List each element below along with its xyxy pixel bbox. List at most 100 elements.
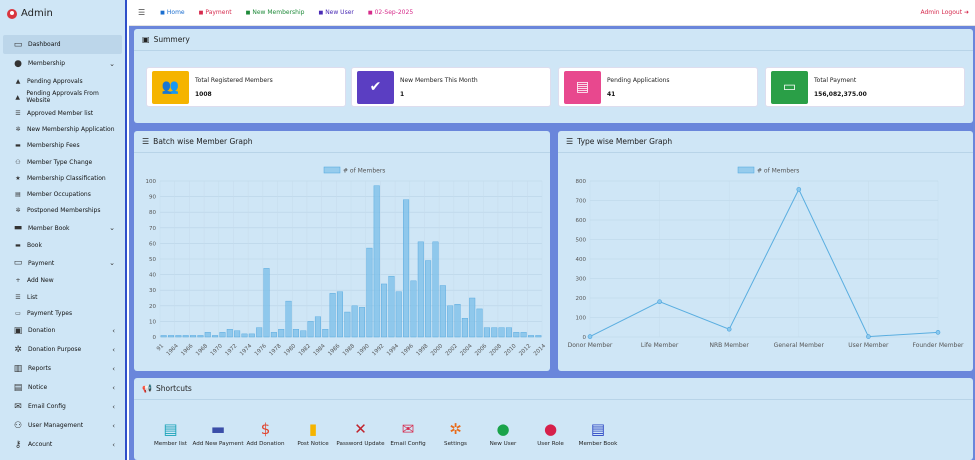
sidebar-item-donation[interactable]: ▣ Donation ‹ [0, 321, 125, 340]
summary-title: ▣ Summery [134, 29, 973, 51]
bar [527, 335, 534, 338]
y-tick-label: 40 [149, 273, 156, 279]
x-tick-label: 1970 [210, 343, 224, 357]
chevron-left-icon: ‹ [112, 364, 115, 373]
data-point [935, 330, 941, 335]
notice-icon: ▤ [13, 382, 23, 393]
shortcut-email-config[interactable]: ✉ Email Config [385, 419, 432, 447]
topnav-calendar-link[interactable]: ■ 02-Sep-2025 [367, 9, 414, 16]
shortcuts-panel: 📢 Shortcuts ▤ Member list ▬ Add New Payment… [134, 378, 973, 460]
payment-card-icon: ▭ [771, 70, 808, 104]
sidebar-item-label: Approved Member list [27, 109, 94, 117]
bar [234, 330, 241, 338]
shortcut-member-list[interactable]: ▤ Member list [147, 419, 194, 447]
stat-card[interactable]: ▤ Pending Applications 41 [558, 67, 758, 107]
bar [292, 328, 299, 338]
sidebar-item-pending-approvals-from-website[interactable]: ▲ Pending Approvals From Website [0, 89, 125, 105]
sidebar-item-member-type-change[interactable]: ⚇ Member Type Change [0, 154, 125, 170]
sidebar-item-payment-types[interactable]: ▭ Payment Types [0, 305, 125, 321]
y-tick-label: 300 [576, 277, 587, 283]
shortcut-new-user[interactable]: ● New User [480, 419, 527, 447]
sidebar-item-member-book[interactable]: ▬ Member Book ⌄ [0, 219, 125, 238]
topnav-home-link[interactable]: ■ Home [160, 9, 185, 16]
bar [256, 327, 263, 338]
sidebar-item-dashboard[interactable]: ▭ Dashboard [3, 35, 122, 54]
stat-card[interactable]: ✔ New Members This Month 1 [351, 67, 551, 107]
shortcut-label: User Role [537, 441, 564, 447]
x-tick-label: 1984 [313, 343, 327, 357]
topnav-user-plus-link[interactable]: ■ New Membership [245, 9, 305, 16]
users-icon: ⚇ [13, 420, 23, 431]
bar [197, 335, 204, 338]
data-point [587, 334, 593, 339]
shortcut-member-book[interactable]: ▤ Member Book [575, 419, 622, 447]
bar [175, 335, 182, 338]
warning-icon: ▲ [15, 93, 20, 101]
sidebar-item-add-new[interactable]: + Add New [0, 273, 125, 289]
sidebar-item-member-occupations[interactable]: ▤ Member Occupations [0, 186, 125, 202]
topnav-card-link[interactable]: ■ Payment [198, 9, 232, 16]
bar [373, 185, 380, 338]
shortcut-user-role[interactable]: ● User Role [527, 419, 574, 447]
user-icon: ■ [318, 9, 324, 16]
legend-swatch [323, 166, 341, 174]
sidebar-item-user-management[interactable]: ⚇ User Management ‹ [0, 416, 125, 435]
sidebar-item-list[interactable]: ☰ List [0, 289, 125, 305]
sidebar-item-membership[interactable]: ● Membership ⌄ [0, 54, 125, 73]
topnav-user-link[interactable]: ■ New User [318, 9, 354, 16]
logout-link[interactable]: Admin Logout ➜ [920, 9, 969, 16]
stat-value: 41 [607, 90, 616, 98]
shortcut-add-new-payment[interactable]: ▬ Add New Payment [192, 419, 243, 447]
sidebar-item-book[interactable]: ▬ Book [0, 238, 125, 254]
sidebar-item-payment[interactable]: ▭ Payment ⌄ [0, 254, 125, 273]
sidebar-item-account[interactable]: ⚷ Account ‹ [0, 435, 125, 454]
sidebar-item-donation-purpose[interactable]: ✲ Donation Purpose ‹ [0, 340, 125, 359]
gear-icon: ✲ [449, 420, 462, 438]
sidebar-item-label: Notice [28, 384, 48, 392]
shortcut-post-notice[interactable]: ▮ Post Notice [290, 419, 337, 447]
sidebar-item-label: Postponed Memberships [27, 207, 101, 215]
sidebar-item-notice[interactable]: ▤ Notice ‹ [0, 378, 125, 397]
card-icon: ▭ [13, 258, 23, 269]
x-tick-label: 2010 [504, 343, 518, 357]
x-tick-label: 1986 [327, 343, 341, 357]
summary-panel: ▣ Summery 👥 Total Registered Members 1008 ✔… [134, 29, 973, 123]
shortcut-password-update[interactable]: ✕ Password Update [336, 419, 384, 447]
sidebar-item-reports[interactable]: ▥ Reports ‹ [0, 359, 125, 378]
hamburger-menu-icon[interactable]: ☰ [138, 8, 146, 17]
stat-label: New Members This Month [400, 76, 478, 84]
sidebar-item-approved-member-list[interactable]: ☰ Approved Member list [0, 105, 125, 121]
top-navbar: ☰ ■ Home ■ Payment ■ New Membership ■ New User ■… [129, 0, 975, 26]
x-tick-label: 2014 [533, 343, 547, 357]
megaphone-icon: 📢 [142, 384, 152, 393]
sidebar-item-email-config[interactable]: ✉ Email Config ‹ [0, 397, 125, 416]
bar [417, 241, 424, 338]
sidebar-item-new-membership-application[interactable]: ✲ New Membership Application [0, 122, 125, 138]
sidebar-item-postponed-memberships[interactable]: ✲ Postponed Memberships [0, 203, 125, 219]
warning-icon: ▲ [15, 77, 21, 85]
bar [270, 332, 277, 338]
shortcut-label: Member list [153, 441, 187, 447]
sidebar-item-membership-classification[interactable]: ★ Membership Classification [0, 170, 125, 186]
card-icon: ■ [198, 9, 204, 16]
bar [491, 327, 498, 338]
bar [403, 199, 410, 338]
y-tick-label: 90 [149, 195, 156, 201]
bar [336, 291, 343, 338]
brand[interactable]: Admin [0, 0, 125, 27]
x-tick-label: 1994 [386, 343, 400, 357]
shortcut-label: Settings [444, 441, 467, 447]
stat-label: Total Payment [814, 76, 857, 84]
stat-card[interactable]: ▭ Total Payment 156,082,375.00 [765, 67, 965, 107]
sidebar-item-label: Membership [28, 60, 66, 67]
bar [351, 305, 358, 338]
sidebar-item-membership-fees[interactable]: ▬ Membership Fees [0, 138, 125, 154]
sidebar-item-pending-approvals[interactable]: ▲ Pending Approvals [0, 73, 125, 89]
shortcut-add-donation[interactable]: $ Add Donation [242, 419, 289, 447]
stat-card[interactable]: 👥 Total Registered Members 1008 [146, 67, 346, 107]
shortcut-settings[interactable]: ✲ Settings [432, 419, 479, 447]
logout-icon: ➜ [963, 9, 969, 16]
y-tick-label: 10 [149, 319, 156, 325]
bar [248, 333, 255, 338]
user-gear-icon: ● [543, 420, 558, 438]
